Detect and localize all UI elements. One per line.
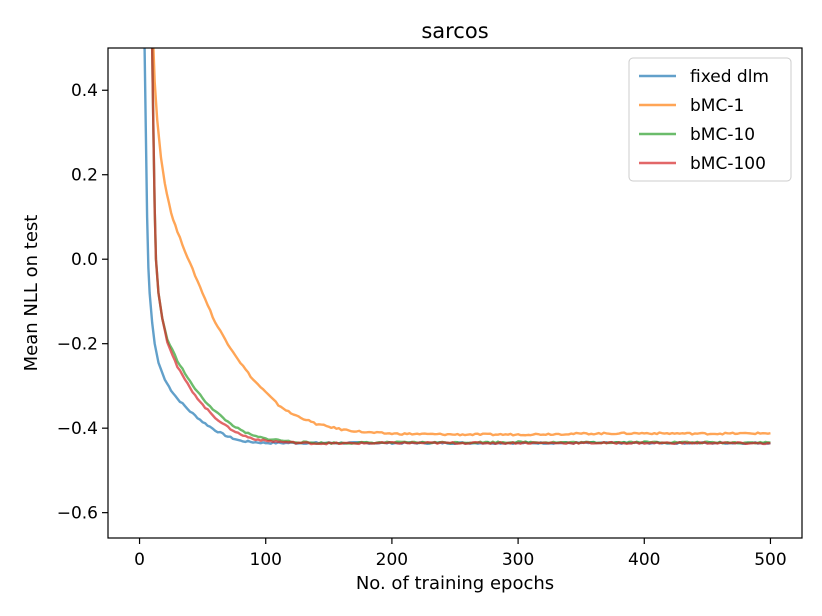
legend-frame — [628, 57, 792, 182]
x-tick-label: 0 — [134, 550, 145, 570]
y-tick-label: −0.4 — [57, 419, 98, 439]
series-line-1 — [152, 48, 771, 437]
series-line-3 — [150, 48, 771, 446]
x-axis-label: No. of training epochs — [356, 573, 554, 594]
chart-title: sarcos — [421, 19, 488, 43]
series-layer — [143, 48, 771, 446]
plot-frame — [107, 47, 803, 539]
x-tick-label: 400 — [628, 550, 660, 570]
y-axis-label: Mean NLL on test — [21, 215, 42, 372]
x-axis: 0 100 200 300 400 500 — [134, 538, 787, 570]
y-tick-label: 0.4 — [71, 81, 98, 101]
x-tick-label: 300 — [502, 550, 534, 570]
y-tick-label: 0.2 — [71, 166, 98, 186]
x-tick-label: 500 — [754, 550, 786, 570]
y-tick-label: −0.2 — [57, 335, 98, 355]
legend-label: fixed dlm — [690, 67, 769, 87]
legend-label: bMC-10 — [690, 125, 755, 145]
y-axis: −0.6 −0.4 −0.2 0.0 0.2 0.4 — [57, 81, 108, 524]
legend-label: bMC-1 — [690, 96, 744, 116]
x-tick-label: 100 — [250, 550, 282, 570]
x-tick-label: 200 — [376, 550, 408, 570]
y-tick-label: −0.6 — [57, 504, 98, 524]
legend-label: bMC-100 — [690, 154, 766, 174]
legend: fixed dlm bMC-1 bMC-10 bMC-100 — [628, 57, 792, 182]
y-tick-label: 0.0 — [71, 250, 98, 270]
